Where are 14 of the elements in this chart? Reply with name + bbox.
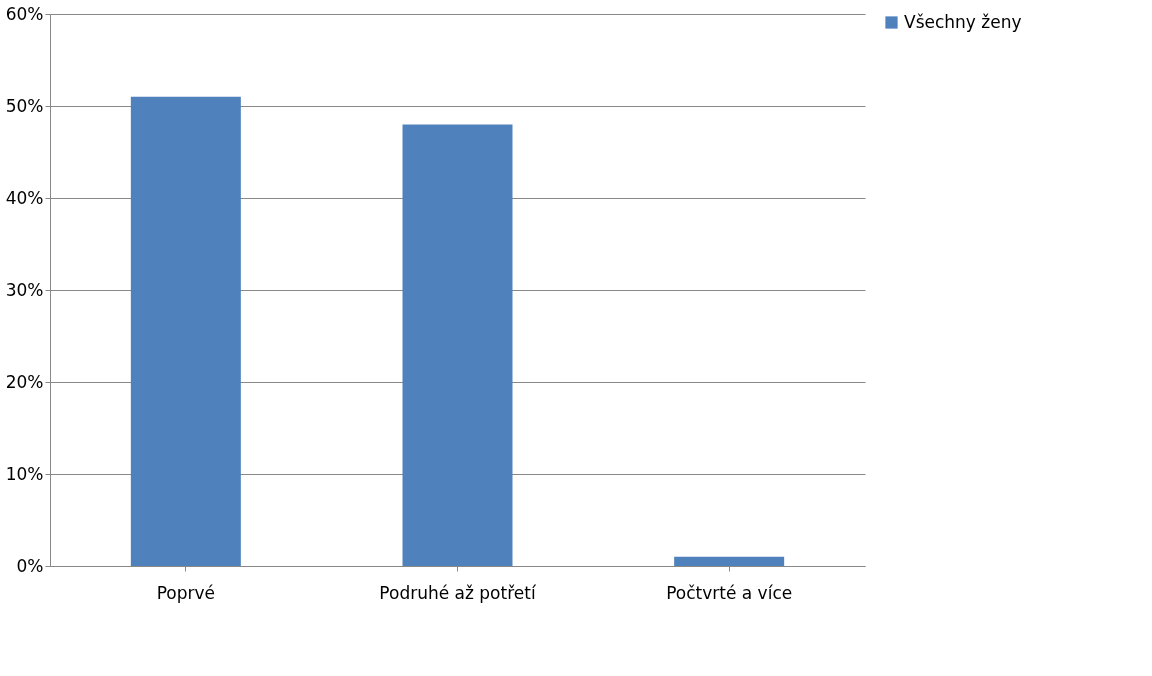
y-tick-label: 0%	[16, 555, 44, 576]
y-tick-label: 20%	[5, 371, 44, 392]
y-tick-label: 60%	[5, 3, 44, 24]
y-tick-label: 40%	[5, 187, 44, 208]
legend-label: Všechny ženy	[904, 11, 1022, 32]
bar	[130, 96, 241, 566]
x-tick-label: Poprvé	[156, 582, 216, 603]
x-tick-label: Podruhé až potřetí	[379, 582, 537, 603]
bar	[674, 556, 785, 566]
y-tick-label: 30%	[5, 279, 44, 300]
y-tick-label: 50%	[5, 95, 44, 116]
bar	[402, 124, 513, 566]
x-tick-label: Počtvrté a více	[666, 582, 793, 603]
y-tick-label: 10%	[5, 463, 44, 484]
